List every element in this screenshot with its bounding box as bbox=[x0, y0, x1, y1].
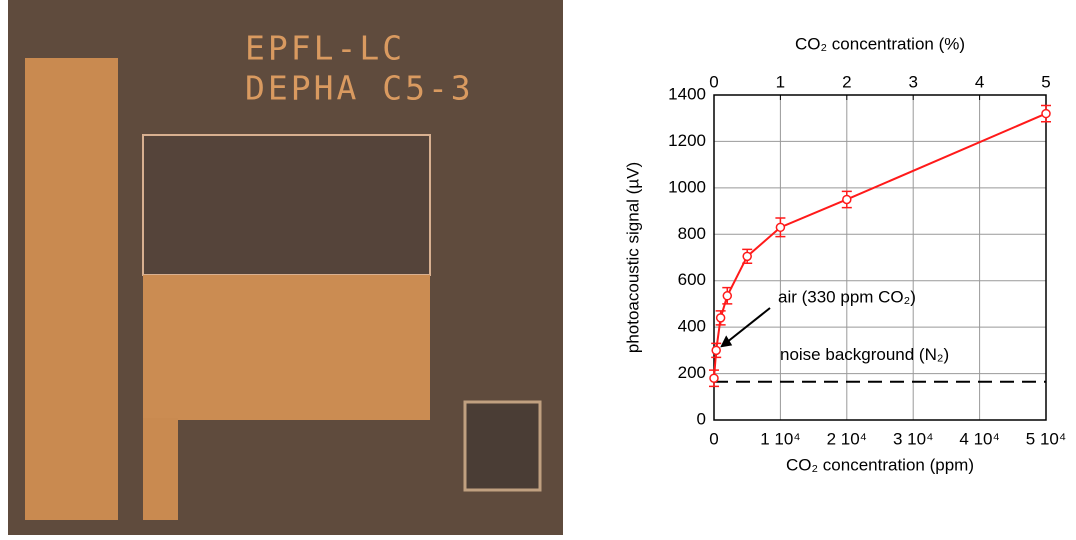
reference-label: noise background (N₂) bbox=[780, 345, 949, 364]
pad bbox=[143, 418, 178, 520]
x2-tick-label: 4 bbox=[975, 72, 984, 91]
x2-tick-label: 1 bbox=[776, 72, 785, 91]
data-point bbox=[715, 313, 726, 323]
x-tick-label: 5 10⁴ bbox=[1026, 429, 1066, 448]
data-point bbox=[775, 222, 786, 233]
y-axis-label: photoacoustic signal (µV) bbox=[623, 162, 642, 353]
chip-label: DEPHA C5-3 bbox=[245, 69, 474, 108]
x2-tick-label: 2 bbox=[842, 72, 851, 91]
data-point bbox=[742, 251, 752, 262]
membrane bbox=[142, 134, 431, 276]
annotation: air (330 ppm CO₂) bbox=[778, 287, 916, 306]
x-axis-label: CO₂ concentration (ppm) bbox=[786, 455, 974, 474]
y-tick-label: 600 bbox=[678, 270, 706, 289]
x2-tick-label: 3 bbox=[908, 72, 917, 91]
plot-frame bbox=[713, 94, 1047, 421]
data-line bbox=[713, 112, 1047, 379]
data-point bbox=[711, 345, 721, 356]
x2-tick-label: 0 bbox=[709, 72, 718, 91]
y-tick-label: 800 bbox=[678, 224, 706, 243]
x-tick-label: 0 bbox=[709, 429, 718, 448]
x2-tick-label: 5 bbox=[1041, 72, 1050, 91]
arrow-head bbox=[720, 335, 733, 348]
y-tick-label: 400 bbox=[678, 317, 706, 336]
y-tick-label: 200 bbox=[678, 363, 706, 382]
data-point bbox=[842, 194, 852, 205]
x-tick-label: 2 10⁴ bbox=[827, 429, 867, 448]
y-tick-label: 1400 bbox=[668, 84, 706, 103]
data-point bbox=[1041, 108, 1051, 119]
x-tick-label: 1 10⁴ bbox=[760, 429, 800, 448]
chip-photo: EPFL-LC DEPHA C5-3 bbox=[8, 0, 563, 535]
data-point bbox=[709, 373, 719, 383]
y-tick-label: 1000 bbox=[668, 177, 706, 196]
chip-label: EPFL-LC bbox=[245, 29, 405, 68]
data-point bbox=[722, 291, 733, 301]
annotation-arrow bbox=[723, 307, 771, 346]
x-tick-label: 4 10⁴ bbox=[959, 429, 999, 448]
pad bbox=[143, 275, 430, 420]
window bbox=[463, 400, 542, 492]
y-tick-label: 1200 bbox=[668, 131, 706, 150]
pad bbox=[25, 58, 118, 520]
y-tick-label: 0 bbox=[697, 409, 706, 428]
x2-axis-label: CO₂ concentration (%) bbox=[795, 34, 965, 53]
x-tick-label: 3 10⁴ bbox=[893, 429, 933, 448]
